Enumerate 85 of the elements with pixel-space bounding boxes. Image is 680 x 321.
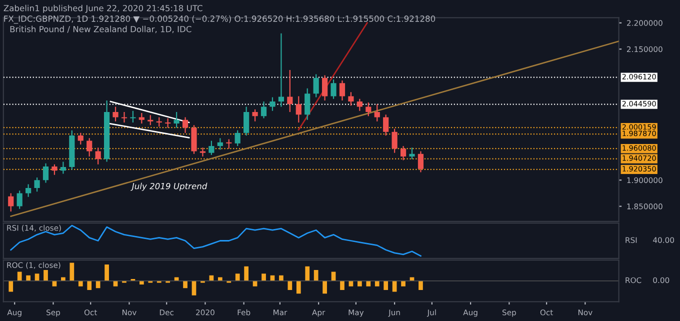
candlestick xyxy=(191,124,197,154)
candlestick xyxy=(418,150,424,173)
candlestick xyxy=(392,128,398,154)
bar xyxy=(52,280,57,286)
candlestick xyxy=(52,164,58,176)
annotation: July 2019 Uptrend xyxy=(130,182,208,191)
candlestick xyxy=(208,140,214,156)
bar xyxy=(358,280,362,286)
candlestick xyxy=(130,110,136,124)
chart-subtitle: FX_IDC:GBPNZD, 1D 1.921280 ▼ −0.005240 (−0.27%) O:1.926520 H:1.935680 L:1.915500 C:1.921280 xyxy=(4,15,436,24)
bar xyxy=(70,262,74,281)
candlestick xyxy=(339,80,346,101)
bar xyxy=(340,280,344,290)
candlestick xyxy=(356,98,362,112)
candlestick xyxy=(174,111,180,128)
bar xyxy=(26,275,30,281)
candlestick xyxy=(112,106,118,122)
bar xyxy=(113,280,118,286)
bar xyxy=(322,280,327,294)
candlestick xyxy=(313,74,319,98)
candlestick xyxy=(42,162,49,184)
candlestick xyxy=(278,32,284,108)
chart-title: Zabelin1 published June 22, 2020 21:45:18 UTC xyxy=(4,4,202,13)
candlestick xyxy=(330,78,336,100)
candlestick xyxy=(95,147,101,165)
bar xyxy=(401,280,406,286)
bar xyxy=(252,280,258,286)
candlestick xyxy=(182,116,188,134)
bar xyxy=(374,280,380,286)
candlestick xyxy=(156,116,162,128)
candlestick xyxy=(374,104,380,122)
candlestick xyxy=(366,102,372,117)
bar xyxy=(288,280,292,290)
candlestick xyxy=(383,114,389,136)
candlestick xyxy=(60,161,66,174)
bar xyxy=(244,266,248,281)
bar xyxy=(78,280,83,286)
candlestick xyxy=(26,184,32,198)
bar xyxy=(17,272,22,281)
candlestick xyxy=(270,96,276,112)
candlestick xyxy=(200,147,206,158)
candlestick xyxy=(16,190,22,210)
annotation: British Pound / New Zealand Dollar, 1D, IDC xyxy=(10,26,192,34)
bar xyxy=(104,264,109,281)
bar xyxy=(183,280,188,288)
candlestick xyxy=(322,74,328,101)
candlestick xyxy=(252,108,258,122)
bar xyxy=(192,280,196,296)
candlestick xyxy=(234,130,240,147)
candlestick xyxy=(34,176,40,192)
bar xyxy=(384,280,388,290)
bar xyxy=(279,275,284,281)
candlestick xyxy=(348,92,354,106)
candlestick xyxy=(400,145,406,161)
candlestick xyxy=(244,106,250,136)
bar xyxy=(87,280,92,290)
bar xyxy=(314,270,318,281)
bar xyxy=(61,277,66,281)
bar xyxy=(8,280,14,292)
candlestick xyxy=(78,132,84,146)
bar xyxy=(218,277,222,281)
bar xyxy=(366,280,371,286)
bar xyxy=(392,280,397,292)
candlestick xyxy=(121,111,128,124)
candlestick xyxy=(304,88,310,120)
bar xyxy=(140,280,144,285)
candlestick xyxy=(8,192,14,212)
bar xyxy=(348,280,354,286)
candlestick xyxy=(138,112,144,124)
candlestick xyxy=(217,138,223,150)
bar xyxy=(262,274,266,281)
candlestick xyxy=(226,138,232,150)
bar xyxy=(296,280,301,294)
bar xyxy=(96,280,100,288)
candlestick xyxy=(287,70,293,113)
bar xyxy=(418,280,423,290)
candlestick xyxy=(260,100,267,119)
bar xyxy=(305,266,310,281)
candlestick xyxy=(296,96,302,124)
candlestick xyxy=(165,118,171,128)
bar xyxy=(235,274,240,281)
candlestick xyxy=(86,138,92,158)
candlestick xyxy=(148,114,154,126)
candlestick xyxy=(409,147,415,160)
bar xyxy=(44,270,48,281)
